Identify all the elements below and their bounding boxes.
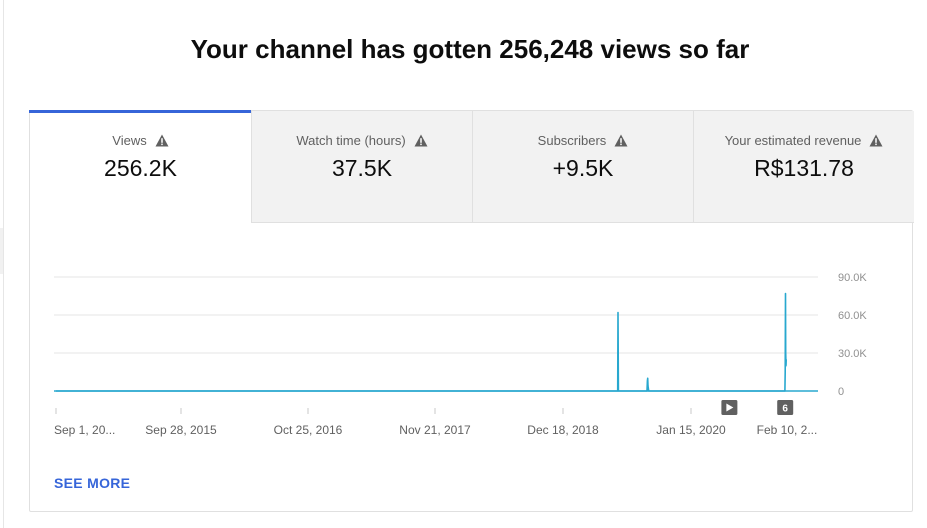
warning-icon[interactable] xyxy=(614,134,628,147)
tab-value: R$131.78 xyxy=(754,155,854,181)
x-tick-label: Oct 25, 2016 xyxy=(274,423,343,437)
views-chart[interactable]: 90.0K 60.0K 30.0K 0 Sep 1, 20... Sep 28, 2015… xyxy=(30,223,914,463)
left-divider xyxy=(3,0,4,528)
warning-icon[interactable] xyxy=(869,134,883,147)
tab-label: Views xyxy=(112,132,147,148)
y-tick-label: 30.0K xyxy=(838,348,867,360)
warning-icon[interactable] xyxy=(414,134,428,147)
marker-count-label: 6 xyxy=(782,404,788,415)
x-tick-label: Sep 28, 2015 xyxy=(145,423,217,437)
warning-icon[interactable] xyxy=(155,134,169,147)
tab-label: Subscribers xyxy=(537,132,607,148)
play-icon xyxy=(726,403,734,412)
analytics-card: Views 256.2K Watch time (hours) 37.5K Su… xyxy=(29,110,914,513)
tab-views[interactable]: Views 256.2K xyxy=(29,110,251,223)
x-tick-label: Dec 18, 2018 xyxy=(527,423,599,437)
page-title: Your channel has gotten 256,248 views so… xyxy=(190,34,750,64)
metric-tabs: Views 256.2K Watch time (hours) 37.5K Su… xyxy=(29,110,914,223)
left-panel-edge xyxy=(0,228,3,274)
x-tick-label: Feb 10, 2... xyxy=(757,423,818,437)
y-tick-label: 60.0K xyxy=(838,310,867,322)
y-tick-label: 90.0K xyxy=(838,272,867,284)
annotation-count-marker[interactable]: 6 xyxy=(777,400,794,415)
tab-label: Watch time (hours) xyxy=(296,132,406,148)
tab-value: 37.5K xyxy=(331,155,393,181)
tab-watch-time[interactable]: Watch time (hours) 37.5K xyxy=(251,111,472,223)
tab-estimated-revenue[interactable]: Your estimated revenue R$131.78 xyxy=(693,111,914,223)
tab-value: +9.5K xyxy=(552,155,614,181)
x-tick-label: Nov 21, 2017 xyxy=(399,423,471,437)
tab-value: 256.2K xyxy=(104,155,177,181)
y-tick-label: 0 xyxy=(838,386,844,398)
x-tick-label: Jan 15, 2020 xyxy=(656,423,726,437)
annotation-play-marker[interactable] xyxy=(721,400,738,415)
tab-subscribers[interactable]: Subscribers +9.5K xyxy=(472,111,693,223)
series-line xyxy=(56,292,787,392)
tab-label: Your estimated revenue xyxy=(724,132,862,148)
x-tick-label: Sep 1, 20... xyxy=(54,423,115,437)
see-more-link[interactable]: SEE MORE xyxy=(54,475,131,491)
views-chart-area: 90.0K 60.0K 30.0K 0 Sep 1, 20... Sep 28, 2015… xyxy=(30,223,914,513)
